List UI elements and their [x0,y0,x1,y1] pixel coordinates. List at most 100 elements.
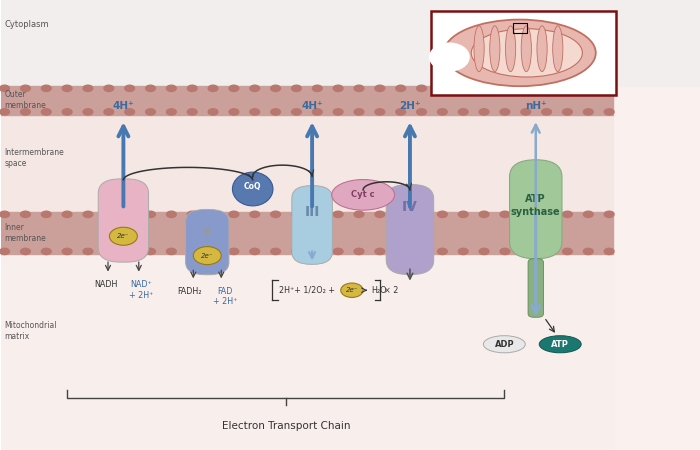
Circle shape [146,85,155,91]
Ellipse shape [429,42,470,72]
Text: 4H⁺: 4H⁺ [113,101,134,111]
Ellipse shape [232,172,273,206]
Circle shape [312,109,322,115]
Circle shape [104,85,113,91]
Circle shape [250,211,260,217]
Circle shape [20,248,30,255]
Circle shape [146,211,155,217]
Ellipse shape [444,19,596,86]
Circle shape [542,248,552,255]
Text: ATP: ATP [552,340,569,349]
Circle shape [125,248,134,255]
Circle shape [583,85,593,91]
Circle shape [125,211,134,217]
Circle shape [458,109,468,115]
Ellipse shape [483,336,525,353]
Circle shape [500,248,510,255]
Circle shape [480,85,489,91]
Circle shape [229,248,239,255]
Text: IV: IV [402,200,418,214]
Ellipse shape [490,26,500,72]
Circle shape [20,109,30,115]
Circle shape [41,211,51,217]
Text: ATP
synthase: ATP synthase [511,194,561,217]
Ellipse shape [505,26,516,72]
Circle shape [333,211,343,217]
Text: Inner
membrane: Inner membrane [5,223,46,243]
Circle shape [583,248,593,255]
FancyBboxPatch shape [186,210,229,274]
Text: Intermembrane
space: Intermembrane space [5,148,64,168]
Text: CoQ: CoQ [244,182,261,191]
Circle shape [542,85,552,91]
Circle shape [438,85,447,91]
Circle shape [521,248,531,255]
Ellipse shape [539,336,581,353]
Ellipse shape [471,29,582,77]
Circle shape [438,211,447,217]
Circle shape [395,109,405,115]
Circle shape [438,248,447,255]
Circle shape [167,248,176,255]
Text: I: I [121,194,126,209]
Circle shape [250,248,260,255]
Circle shape [208,85,218,91]
Circle shape [395,211,405,217]
Circle shape [291,85,301,91]
Ellipse shape [474,26,484,72]
Circle shape [521,109,531,115]
Circle shape [291,248,301,255]
Circle shape [583,109,593,115]
Text: NAD⁺
+ 2H⁺: NAD⁺ + 2H⁺ [129,280,153,300]
Circle shape [188,109,197,115]
Circle shape [62,109,72,115]
Circle shape [62,248,72,255]
Circle shape [521,211,531,217]
Circle shape [438,109,447,115]
FancyBboxPatch shape [292,186,332,265]
Text: nH⁺: nH⁺ [525,101,547,111]
Circle shape [20,211,30,217]
Circle shape [104,248,113,255]
Text: 2H⁺: 2H⁺ [399,101,421,111]
Circle shape [563,85,573,91]
Circle shape [125,85,134,91]
Circle shape [312,85,322,91]
Circle shape [104,211,113,217]
Circle shape [354,85,364,91]
Circle shape [458,248,468,255]
Circle shape [83,248,93,255]
Circle shape [354,109,364,115]
Circle shape [354,248,364,255]
FancyBboxPatch shape [386,184,434,274]
Ellipse shape [332,180,395,210]
Circle shape [312,248,322,255]
Text: 2e⁻: 2e⁻ [346,287,358,293]
Ellipse shape [537,26,547,72]
Text: Cyt c: Cyt c [351,190,375,199]
Text: × 2: × 2 [384,286,398,295]
Circle shape [167,211,176,217]
Circle shape [271,109,281,115]
Circle shape [146,248,155,255]
Circle shape [542,109,552,115]
Circle shape [271,85,281,91]
Circle shape [458,211,468,217]
Circle shape [480,109,489,115]
Circle shape [83,85,93,91]
Circle shape [146,109,155,115]
Circle shape [0,85,10,91]
Circle shape [208,248,218,255]
Circle shape [229,85,239,91]
Circle shape [375,85,385,91]
Circle shape [291,211,301,217]
Circle shape [500,211,510,217]
Circle shape [20,85,30,91]
Circle shape [62,85,72,91]
Circle shape [312,211,322,217]
Bar [513,23,527,33]
Circle shape [83,109,93,115]
Circle shape [41,248,51,255]
Circle shape [375,109,385,115]
FancyBboxPatch shape [528,259,543,317]
